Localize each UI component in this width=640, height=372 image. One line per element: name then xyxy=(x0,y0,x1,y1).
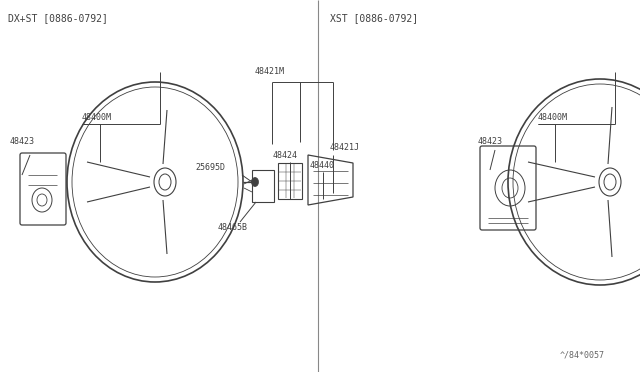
Text: 48423: 48423 xyxy=(478,138,503,147)
Text: DX+ST [0886-0792]: DX+ST [0886-0792] xyxy=(8,13,108,23)
Text: ^/84*0057: ^/84*0057 xyxy=(560,350,605,359)
Text: 25695D: 25695D xyxy=(195,164,225,173)
Text: 48440: 48440 xyxy=(310,160,335,170)
Text: 48400M: 48400M xyxy=(82,113,112,122)
Text: 48465B: 48465B xyxy=(218,224,248,232)
Text: XST [0886-0792]: XST [0886-0792] xyxy=(330,13,418,23)
Text: 48421J: 48421J xyxy=(330,144,360,153)
Text: 48424: 48424 xyxy=(273,151,298,160)
Ellipse shape xyxy=(252,177,259,186)
Text: 48421M: 48421M xyxy=(255,67,285,77)
Text: 48400M: 48400M xyxy=(538,113,568,122)
Text: 48423: 48423 xyxy=(10,138,35,147)
